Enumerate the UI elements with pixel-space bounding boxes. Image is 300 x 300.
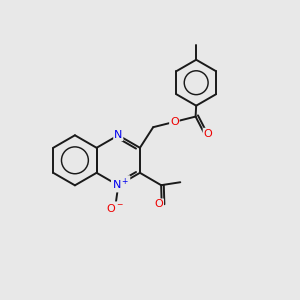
Text: N$^+$: N$^+$: [112, 176, 129, 191]
Text: O$^-$: O$^-$: [106, 202, 124, 214]
Text: N: N: [114, 130, 122, 140]
Text: O: O: [170, 117, 179, 127]
Text: O: O: [204, 129, 212, 139]
Text: O: O: [154, 199, 163, 209]
